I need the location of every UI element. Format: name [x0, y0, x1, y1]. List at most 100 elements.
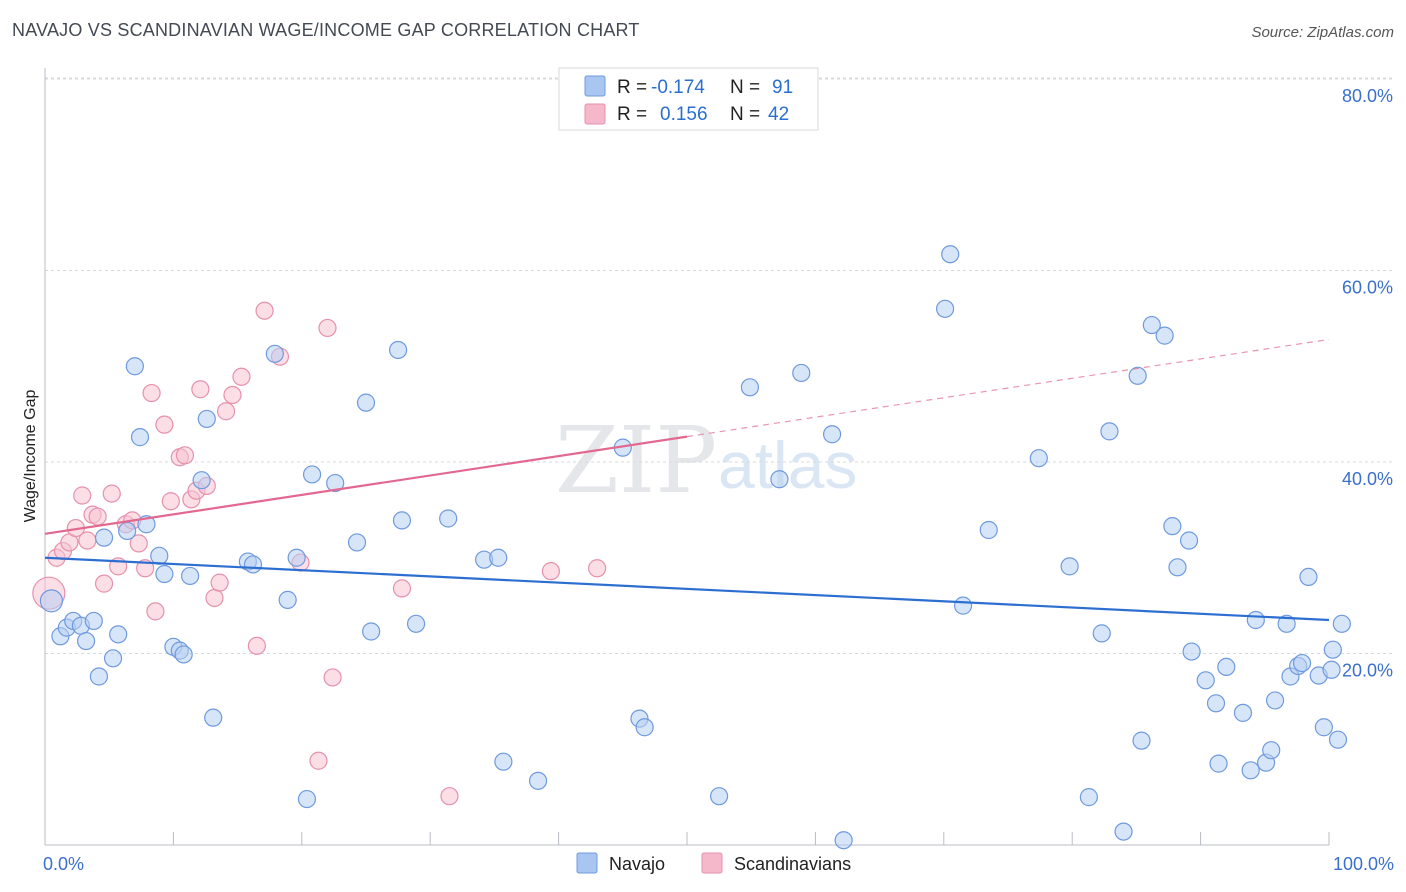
- navajo-point: [1163, 517, 1182, 536]
- navajo-point: [1332, 614, 1351, 633]
- navajo-point: [635, 718, 654, 737]
- navajo-point: [1299, 567, 1318, 587]
- navajo-point: [834, 831, 853, 850]
- navajo-point: [1092, 624, 1111, 643]
- navajo-point: [130, 428, 150, 447]
- scandinavians-point: [94, 574, 114, 593]
- navajo-point: [1292, 653, 1312, 673]
- navajo-point: [1079, 788, 1098, 807]
- navajo-point: [941, 245, 960, 264]
- navajo-point: [347, 533, 367, 552]
- navajo-point: [1241, 761, 1260, 780]
- navajo-points: [39, 245, 1351, 850]
- y-tick-label: 20.0%: [1342, 661, 1393, 681]
- chart-source: Source: ZipAtlas.com: [1251, 24, 1394, 41]
- navajo-point: [204, 708, 223, 727]
- navajo-point: [326, 473, 345, 493]
- scandinavians-point: [205, 588, 224, 608]
- navajo-point: [1155, 326, 1174, 345]
- scandinavians-point: [155, 415, 174, 434]
- scandinavians-point: [541, 562, 560, 581]
- navajo-point: [392, 511, 412, 530]
- trend-lines: [44, 338, 1330, 622]
- scandinavians-point: [318, 318, 337, 338]
- navajo-point: [243, 555, 263, 574]
- scandinavians-point: [175, 446, 195, 465]
- navajo-point: [1328, 730, 1348, 749]
- legend-swatch-scandinavians: [584, 103, 606, 125]
- legend-swatch-navajo-bottom: [576, 852, 598, 874]
- scandinavians-point: [309, 751, 328, 770]
- legend-r-value: 0.156: [660, 104, 708, 125]
- navajo-point: [1246, 610, 1265, 630]
- navajo-point: [109, 625, 128, 644]
- scandinavians-point: [216, 402, 236, 421]
- navajo-point: [76, 631, 96, 651]
- scandinavians-point: [78, 531, 97, 550]
- navajo-point: [1233, 703, 1253, 722]
- navajo-point: [1132, 731, 1151, 750]
- scandinavians-point: [247, 636, 266, 655]
- navajo-point: [822, 425, 842, 444]
- scandinavians-trend-line: [44, 435, 688, 535]
- navajo-point: [356, 393, 376, 412]
- legend-r-label: R =: [617, 104, 647, 125]
- navajo-point: [1182, 642, 1201, 661]
- legend-n-value: 91: [772, 77, 793, 98]
- navajo-point: [94, 528, 114, 547]
- navajo-point: [118, 521, 137, 541]
- navajo-point: [1277, 614, 1296, 633]
- navajo-point: [1142, 315, 1161, 335]
- navajo-point: [792, 363, 811, 383]
- scandinavians-point: [191, 380, 210, 399]
- navajo-point: [103, 649, 123, 668]
- navajo-point: [935, 299, 955, 318]
- navajo-point: [979, 520, 998, 540]
- navajo-point: [89, 667, 109, 686]
- scandinavians-point: [255, 301, 274, 320]
- navajo-point: [39, 589, 64, 613]
- legend-r-label: R =: [617, 77, 647, 98]
- navajo-point: [953, 596, 973, 615]
- navajo-point: [1060, 557, 1079, 576]
- scandinavians-point: [129, 534, 148, 553]
- navajo-point: [406, 614, 426, 633]
- legend-label-navajo: Navajo: [609, 854, 665, 874]
- scandinavians-point: [73, 486, 92, 505]
- scandinavians-point: [440, 787, 459, 806]
- navajo-point: [278, 590, 297, 609]
- navajo-point: [180, 566, 200, 586]
- navajo-point: [1100, 422, 1119, 441]
- navajo-point: [84, 611, 103, 631]
- scandinavians-point: [142, 383, 161, 403]
- navajo-point: [1029, 449, 1048, 468]
- navajo-point: [439, 509, 458, 528]
- navajo-trend-line: [44, 556, 1330, 622]
- navajo-point: [174, 645, 193, 664]
- scandinavians-trend-line-extension: [686, 338, 1330, 438]
- navajo-point: [125, 357, 144, 376]
- scandinavians-point: [146, 602, 165, 621]
- watermark-zip: ZIP: [555, 407, 717, 514]
- navajo-point: [155, 564, 174, 584]
- scandinavians-point: [392, 579, 412, 598]
- navajo-point: [740, 378, 760, 397]
- navajo-point: [1196, 671, 1215, 690]
- navajo-point: [1168, 558, 1187, 577]
- navajo-point: [1265, 691, 1285, 710]
- navajo-point: [1314, 718, 1333, 737]
- legend-r-value: -0.174: [651, 77, 705, 98]
- navajo-point: [302, 465, 322, 484]
- scandinavians-points: [32, 301, 607, 806]
- scandinavians-point: [323, 668, 342, 687]
- axis-ticks: 20.0% 40.0% 60.0% 80.0% 0.0% 100.0%: [43, 86, 1394, 874]
- navajo-point: [528, 771, 548, 790]
- scandinavians-point: [232, 367, 251, 386]
- legend-swatch-scandinavians-bottom: [701, 852, 723, 874]
- y-tick-label: 80.0%: [1342, 86, 1393, 106]
- navajo-point: [770, 470, 789, 489]
- scandinavians-point: [161, 492, 180, 511]
- navajo-point: [489, 548, 508, 567]
- legend-n-value: 42: [768, 104, 789, 125]
